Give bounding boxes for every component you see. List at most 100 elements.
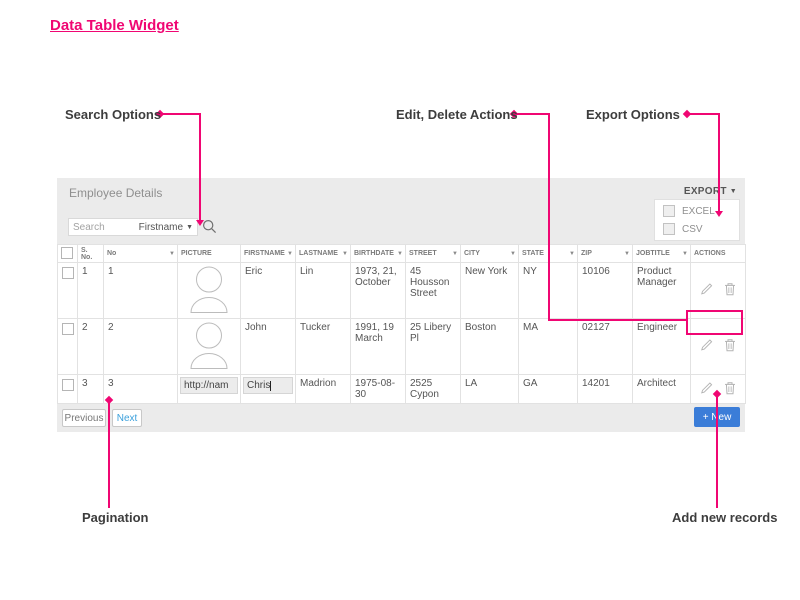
- col-sno[interactable]: S. No.: [77, 244, 104, 263]
- cell-picture: [177, 318, 241, 375]
- search-input[interactable]: Search Firstname ▼: [68, 218, 198, 236]
- chevron-down-icon: ▼: [186, 223, 193, 231]
- cell-no: 3: [103, 374, 178, 404]
- annotation-line: [517, 113, 550, 115]
- filter-icon[interactable]: ▼: [510, 250, 516, 257]
- annotation-line: [716, 396, 718, 508]
- edit-icon[interactable]: [700, 338, 713, 355]
- cell-jobtitle: Product Manager: [632, 262, 691, 319]
- data-table-widget: Employee Details Search Firstname ▼ EXPO…: [57, 178, 746, 432]
- cell-city: LA: [460, 374, 519, 404]
- page-title[interactable]: Data Table Widget: [50, 17, 179, 34]
- col-lastname[interactable]: LASTNAME ▼: [295, 244, 351, 263]
- annotation-line: [548, 319, 687, 321]
- cell-street: 45 Housson Street: [405, 262, 461, 319]
- cell-actions: [690, 318, 746, 375]
- export-option-label: EXCEL: [682, 205, 715, 217]
- picture-url-input[interactable]: http://nam: [180, 377, 238, 394]
- delete-icon[interactable]: [724, 381, 736, 398]
- cell-zip: 10106: [577, 262, 633, 319]
- filter-icon[interactable]: ▼: [342, 250, 348, 257]
- export-option-csv[interactable]: CSV: [663, 223, 731, 235]
- filter-icon[interactable]: ▼: [624, 250, 630, 257]
- row-checkbox[interactable]: [62, 379, 74, 391]
- delete-icon[interactable]: [724, 282, 736, 299]
- checkbox-icon[interactable]: [663, 205, 675, 217]
- export-option-label: CSV: [682, 223, 703, 235]
- header-checkbox-cell: [57, 244, 78, 263]
- search-placeholder: Search: [73, 221, 105, 233]
- export-button[interactable]: EXPORT ▼: [684, 186, 737, 197]
- search-icon[interactable]: [202, 219, 217, 234]
- cell-city: Boston: [460, 318, 519, 375]
- chevron-down-icon: ▼: [729, 188, 737, 195]
- cell-firstname: Eric: [240, 262, 296, 319]
- row-checkbox[interactable]: [62, 267, 74, 279]
- checkbox-cell: [57, 318, 78, 375]
- cell-city: New York: [460, 262, 519, 319]
- delete-icon[interactable]: [724, 338, 736, 355]
- filter-icon[interactable]: ▼: [169, 250, 175, 257]
- col-jobtitle[interactable]: JOBTITLE ▼: [632, 244, 691, 263]
- select-all-checkbox[interactable]: [61, 247, 73, 259]
- search-column-value: Firstname: [138, 221, 184, 233]
- cell-firstname: John: [240, 318, 296, 375]
- annotation-line: [548, 113, 550, 321]
- col-street[interactable]: STREET ▼: [405, 244, 461, 263]
- annotation-line: [690, 113, 719, 115]
- search-column-select[interactable]: Firstname ▼: [139, 222, 193, 233]
- col-birthdate[interactable]: BIRTHDATE ▼: [350, 244, 406, 263]
- annotation-pagination: Pagination: [82, 510, 149, 525]
- annotation-arrow: [715, 211, 723, 217]
- table-row: 1 1 Eric Lin 1973, 21, October 45 Housso…: [57, 262, 746, 319]
- widget-footer: Previous Next + New: [57, 404, 745, 432]
- col-zip[interactable]: ZIP ▼: [577, 244, 633, 263]
- checkbox-cell: [57, 262, 78, 319]
- filter-icon[interactable]: ▼: [569, 250, 575, 257]
- cell-jobtitle: Architect: [632, 374, 691, 404]
- cell-street: 2525 Cypon: [405, 374, 461, 404]
- cell-picture: [177, 262, 241, 319]
- filter-icon[interactable]: ▼: [682, 250, 688, 257]
- export-label: EXPORT: [683, 186, 727, 197]
- filter-icon[interactable]: ▼: [287, 250, 293, 257]
- cell-picture: http://nam: [177, 374, 241, 404]
- avatar-icon: [190, 322, 228, 369]
- cell-street: 25 Libery Pl: [405, 318, 461, 375]
- employee-table: S. No. No ▼ PICTURE FIRSTNAME ▼ LASTNAME ▼ …: [57, 244, 746, 404]
- firstname-input[interactable]: Chris: [243, 377, 293, 394]
- cell-birthdate: 1973, 21, October: [350, 262, 406, 319]
- previous-button[interactable]: Previous: [62, 409, 106, 427]
- annotation-line: [162, 113, 200, 115]
- col-city[interactable]: CITY ▼: [460, 244, 519, 263]
- annotation-search-options: Search Options: [65, 107, 162, 122]
- table-header-row: S. No. No ▼ PICTURE FIRSTNAME ▼ LASTNAME ▼ …: [57, 244, 746, 263]
- export-option-excel[interactable]: EXCEL: [663, 205, 731, 217]
- avatar-icon: [190, 266, 228, 313]
- col-firstname[interactable]: FIRSTNAME ▼: [240, 244, 296, 263]
- annotation-edit-delete-actions: Edit, Delete Actions: [396, 107, 518, 122]
- filter-icon[interactable]: ▼: [397, 250, 403, 257]
- annotation-line: [108, 402, 110, 508]
- filter-icon[interactable]: ▼: [452, 250, 458, 257]
- col-actions: ACTIONS: [690, 244, 746, 263]
- cell-zip: 14201: [577, 374, 633, 404]
- export-dropdown: EXCEL CSV: [654, 199, 740, 241]
- next-button[interactable]: Next: [112, 409, 142, 427]
- edit-icon[interactable]: [700, 282, 713, 299]
- widget-title: Employee Details: [69, 186, 163, 200]
- cell-no: 2: [103, 318, 178, 375]
- cell-sno: 2: [77, 318, 104, 375]
- col-no[interactable]: No ▼: [103, 244, 178, 263]
- checkbox-icon[interactable]: [663, 223, 675, 235]
- cell-birthdate: 1975-08-30: [350, 374, 406, 404]
- text-cursor: [270, 381, 272, 391]
- cell-state: MA: [518, 318, 578, 375]
- annotation-line: [718, 113, 720, 212]
- row-checkbox[interactable]: [62, 323, 74, 335]
- col-picture[interactable]: PICTURE: [177, 244, 241, 263]
- cell-zip: 02127: [577, 318, 633, 375]
- edit-icon[interactable]: [700, 381, 713, 398]
- annotation-export-options: Export Options: [586, 107, 680, 122]
